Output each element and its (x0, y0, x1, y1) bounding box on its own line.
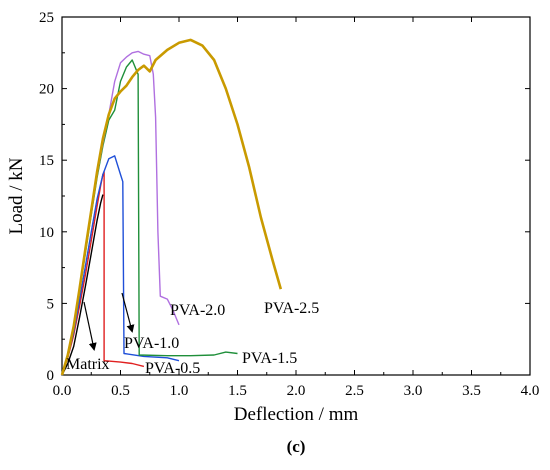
x-tick-label: 2.0 (287, 383, 306, 399)
series-label-pva-2-0: PVA-2.0 (170, 302, 225, 319)
x-axis-label: Deflection / mm (234, 404, 359, 425)
y-axis-ticks: 0 5 10 15 20 25 (39, 10, 530, 384)
arrow-matrix (83, 301, 97, 351)
series-label-matrix: Matrix (66, 356, 110, 373)
series-line-pva-1-5 (61, 59, 238, 376)
x-tick-label: 3.0 (404, 383, 423, 399)
x-axis-ticks: 0.0 0.5 1.0 1.5 2.0 2.5 3.0 3.5 4.0 (53, 17, 540, 399)
x-tick-label: 2.5 (345, 383, 364, 399)
figure-caption: (c) (287, 437, 306, 456)
series-label-pva-0-5: PVA-0.5 (145, 360, 200, 377)
series-layer (60, 38, 283, 376)
series-label-pva-2-5: PVA-2.5 (264, 300, 319, 317)
x-tick-label: 3.5 (462, 383, 481, 399)
annotation-arrows (83, 292, 135, 351)
y-tick-label: 25 (39, 10, 54, 26)
x-tick-label: 0.5 (111, 383, 130, 399)
y-tick-label: 10 (39, 225, 54, 241)
series-line-pva-2-0 (61, 50, 180, 376)
plot-border (61, 16, 531, 376)
y-axis-label: Load / kN (6, 157, 27, 234)
plot-frame (61, 16, 531, 376)
arrow-pva-1-0 (121, 292, 135, 333)
y-tick-label: 5 (47, 296, 55, 312)
series-line-pva-2-5 (60, 38, 283, 376)
series-line-matrix (61, 194, 104, 376)
series-label-pva-1-5: PVA-1.5 (242, 350, 297, 367)
y-tick-label: 20 (39, 82, 54, 98)
x-tick-label: 4.0 (521, 383, 540, 399)
x-tick-label: 0.0 (53, 383, 72, 399)
series-labels: Matrix PVA-0.5 PVA-1.0 PVA-1.5 PVA-2.0 PVA-2.… (66, 300, 319, 377)
series-line-pva-1-0 (61, 155, 180, 376)
y-tick-label: 0 (47, 368, 55, 384)
x-tick-label: 1.5 (228, 383, 247, 399)
x-tick-label: 1.0 (170, 383, 189, 399)
series-label-pva-1-0: PVA-1.0 (124, 335, 179, 352)
y-tick-label: 15 (39, 153, 54, 169)
